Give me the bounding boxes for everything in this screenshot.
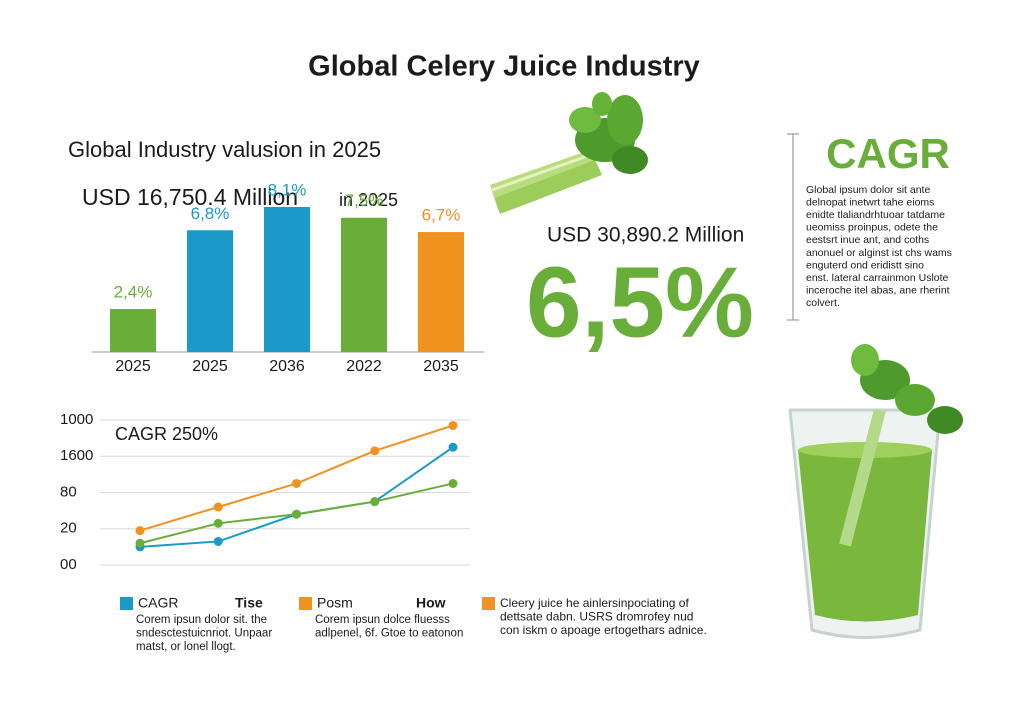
y-tick-label: 1600 <box>60 447 93 464</box>
bar-value-label: 6,8% <box>191 204 230 223</box>
forecast-text-line: enst. lateral carrainmon Uslote <box>806 272 949 284</box>
point <box>292 509 301 519</box>
forecast-amount: USD 30,890.2 Million <box>547 224 744 247</box>
legend-title: How <box>416 595 446 611</box>
forecast-text-line: colvert. <box>806 297 840 309</box>
point <box>213 502 223 512</box>
legend-label: CAGR <box>138 595 178 611</box>
legend-text: Corem ipsun dolor sit. the <box>136 614 267 626</box>
legend-swatch <box>299 597 312 610</box>
chart-annotation: CAGR 250% <box>115 424 218 444</box>
point <box>135 538 145 548</box>
bar-value-label: 8,1% <box>268 180 307 199</box>
cagr-label: CAGR <box>826 130 950 177</box>
point <box>213 518 223 528</box>
point <box>292 478 301 488</box>
juice-glass <box>788 344 963 639</box>
forecast-text-line: enidte tlaliandrhtuoar tatdame <box>806 209 945 221</box>
valuation-suffix: in 2025 <box>339 190 398 210</box>
bar <box>187 230 233 352</box>
note-text: dettsate dabn. USRS dromrofey nud <box>500 610 693 624</box>
x-tick-label: 2025 <box>192 358 228 375</box>
forecast-text-line: inceroche itel abas, ane rherint <box>806 285 950 297</box>
point <box>370 497 380 507</box>
bar <box>341 217 387 352</box>
legend-text: Corem ipsun dolce fluesss <box>315 614 450 626</box>
x-tick-label: 2035 <box>423 358 459 375</box>
legend-text: adlpenel, 6f. Gtoe to eatonon <box>315 628 463 640</box>
point <box>370 446 380 456</box>
divider <box>787 133 799 321</box>
note-text: con iskm o apoage ertogethars adnice. <box>500 623 707 637</box>
y-tick-label: 80 <box>60 483 77 500</box>
celery-illustration <box>490 92 648 214</box>
legend-swatch <box>120 597 133 610</box>
point <box>213 536 223 546</box>
point <box>448 442 458 452</box>
y-tick-label: 1000 <box>60 411 93 428</box>
page-title: Global Celery Juice Industry <box>308 51 700 83</box>
y-tick-label: 00 <box>60 556 77 573</box>
point <box>448 478 458 488</box>
x-tick-label: 2036 <box>269 358 305 375</box>
bar <box>418 232 464 352</box>
x-tick-label: 2025 <box>115 358 151 375</box>
note-swatch <box>482 597 495 610</box>
point <box>448 420 458 430</box>
valuation-heading: Global Industry valusion in 2025 <box>68 137 381 162</box>
legend-text: sndesctestuicnriot. Unpaar <box>136 628 272 640</box>
forecast-text-line: Global ipsum dolor sit ante <box>806 184 930 196</box>
forecast-text-line: anonuel or alginst ist chs wams <box>806 247 952 259</box>
bar-value-label: 6,7% <box>422 206 461 225</box>
bar <box>264 207 310 352</box>
bar-value-label: 7,5% <box>345 191 384 210</box>
legend-title: Tise <box>235 595 263 611</box>
legend-text: matst, or lonel llogt. <box>136 641 236 653</box>
forecast-text-line: enguterd ond eridistt sino <box>806 259 924 271</box>
bar <box>110 309 156 352</box>
forecast-rate: 6,5% <box>526 246 754 358</box>
legend-label: Posm <box>317 595 353 611</box>
forecast-text-line: ueomiss proinpus, odete the <box>806 222 938 234</box>
x-tick-label: 2022 <box>346 358 382 375</box>
bar-chart: 2,4% 2025 6,8% 2025 8,1% 2036 7,5% 2022 6,7% 2035 <box>110 180 464 375</box>
forecast-text-line: eestsrt inue ant, and coths <box>806 234 929 246</box>
bar-value-label: 2,4% <box>114 283 153 302</box>
point <box>135 526 145 536</box>
line-chart: 00 20 80 1600 1000 CAGR 250% CAGR Posm Tise Corem… <box>60 411 707 653</box>
forecast-text-line: delnopat inetwrt tahe eioms <box>806 196 934 208</box>
y-tick-label: 20 <box>60 520 77 537</box>
valuation-amount: USD 16,750.4 Million <box>82 184 298 210</box>
note-text: Cleery juice he ainlersinpociating of <box>500 596 689 610</box>
